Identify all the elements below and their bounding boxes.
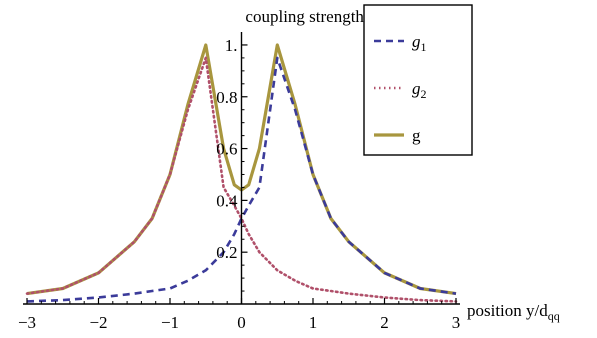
x-axis-title: position y/dqq [467,301,560,323]
x-tick-label: −2 [89,313,107,332]
x-ticks: −3 −2 −1 0 1 2 3 [18,298,460,332]
x-axis-title-sub: qq [548,309,560,323]
legend-label-2: g2 [412,79,427,101]
series-line-2 [25,56,458,303]
x-tick-label: 3 [452,313,461,332]
y-tick-label: 0.4 [216,191,238,210]
x-tick-label: −3 [18,313,36,332]
x-tick-label: 0 [237,313,246,332]
y-tick-label: 0.8 [216,88,237,107]
y-tick-label: 0.6 [216,140,237,159]
x-tick-label: 1 [309,313,318,332]
legend-label-1: g1 [412,32,427,54]
axes-layer: −3 −2 −1 0 1 2 3 0.2 0.4 0.6 0.8 1. [18,32,460,332]
legend-box [363,4,473,156]
series-line-1 [26,56,457,303]
legend-label-main: g [412,126,421,145]
legend-label-main: g [412,79,421,98]
y-tick-label: 1. [225,36,238,55]
legend-label-main: g [412,32,421,51]
legend-label-3: g [412,126,421,145]
y-ticks: 0.2 0.4 0.6 0.8 1. [216,36,248,292]
legend-label-sub: 1 [421,40,427,54]
chart-title: coupling strengths [245,7,370,26]
x-tick-label: −1 [161,313,179,332]
x-axis-title-main: position y/d [467,301,548,320]
legend-label-sub: 2 [421,87,427,101]
y-tick-label: 0.2 [216,243,237,262]
x-tick-label: 2 [380,313,389,332]
